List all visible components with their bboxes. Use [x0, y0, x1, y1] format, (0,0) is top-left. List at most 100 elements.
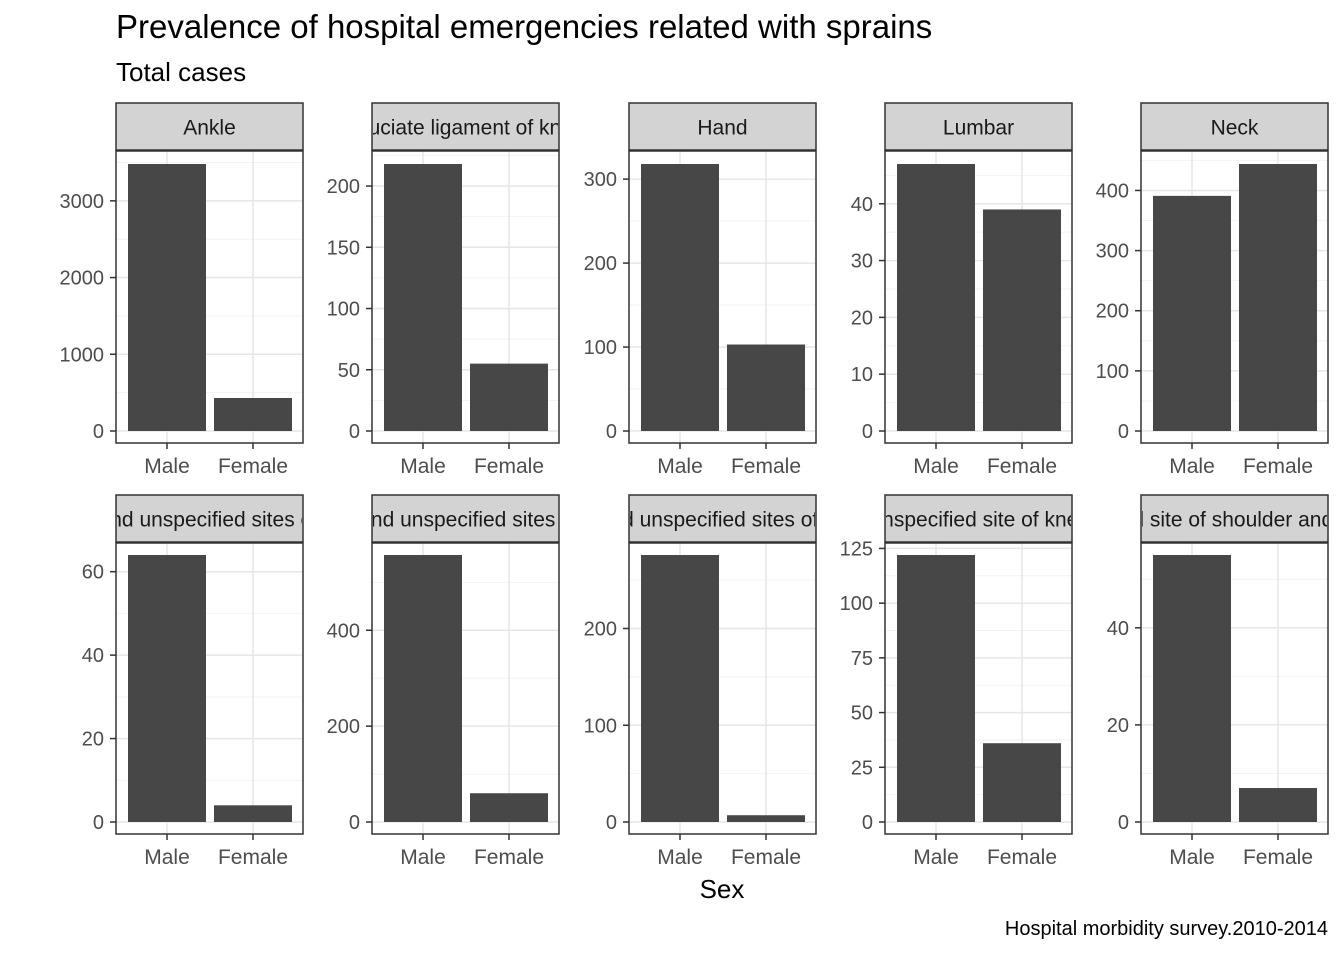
- facet-strip: [628, 494, 817, 543]
- y-tick-label: 125: [840, 538, 873, 560]
- y-tick-label: 0: [606, 421, 617, 443]
- x-tick-label: Male: [657, 455, 703, 478]
- y-tick-label: 0: [606, 812, 617, 834]
- y-tick-label: 50: [338, 360, 360, 382]
- chart-title: Prevalence of hospital emergencies relat…: [116, 8, 933, 45]
- facet-panel: 0 25 50 75 100 125 Male Female Unspecified site …: [840, 494, 1073, 869]
- y-tick-label: 75: [851, 648, 873, 670]
- x-tick-label: Male: [1169, 455, 1215, 478]
- y-tick-label: 30: [851, 251, 873, 273]
- bar-female: [214, 398, 292, 431]
- y-tick-label: 100: [840, 593, 873, 615]
- facet-panel: 0 20 40 Male Female Unspecified site of shoul…: [1107, 494, 1329, 869]
- facet-panel: 0 10 20 30 40 Male Female Lumbar: [851, 102, 1073, 478]
- y-tick-label: 20: [1107, 715, 1129, 737]
- x-axis-label: Sex: [699, 874, 745, 904]
- facet-strip: [628, 102, 817, 151]
- bar-female: [727, 815, 805, 822]
- facet-strip: [1140, 494, 1329, 543]
- x-tick-label: Male: [400, 846, 446, 869]
- y-tick-label: 300: [1096, 241, 1129, 263]
- y-tick-label: 0: [349, 812, 360, 834]
- facet-strip: [115, 494, 304, 543]
- y-tick-label: 20: [851, 307, 873, 329]
- bar-male: [897, 164, 975, 431]
- y-tick-label: 2000: [60, 268, 105, 290]
- facet-strip-label: Hand: [697, 117, 747, 140]
- bar-female: [983, 743, 1061, 822]
- y-tick-label: 40: [1107, 618, 1129, 640]
- facet-strip: [884, 102, 1073, 151]
- facet-strip: [115, 102, 304, 151]
- x-tick-label: Female: [1243, 846, 1313, 869]
- y-tick-label: 10: [851, 364, 873, 386]
- facet-panel: 0 50 100 150 200 Male Female Cruciate ligament …: [327, 102, 560, 478]
- panel-border: [884, 150, 1073, 444]
- bar-female: [727, 344, 805, 431]
- facet-strip: [371, 494, 560, 543]
- y-tick-label: 50: [851, 703, 873, 725]
- y-tick-label: 200: [584, 253, 617, 275]
- facet-panel: 0 100 200 Male Female Other and unspecified s…: [540, 494, 904, 869]
- x-tick-label: Female: [218, 455, 288, 478]
- x-tick-label: Female: [1243, 455, 1313, 478]
- bar-male: [1153, 195, 1231, 431]
- x-tick-label: Female: [218, 846, 288, 869]
- y-tick-label: 100: [584, 715, 617, 737]
- x-tick-label: Male: [144, 455, 190, 478]
- y-tick-label: 40: [851, 194, 873, 216]
- y-tick-label: 0: [93, 421, 104, 443]
- y-tick-label: 40: [82, 645, 104, 667]
- chart-subtitle: Total cases: [116, 57, 247, 87]
- y-tick-label: 200: [327, 176, 360, 198]
- bar-female: [470, 363, 548, 431]
- panel-border: [1140, 150, 1329, 444]
- bar-female: [983, 209, 1061, 431]
- x-tick-label: Male: [913, 455, 959, 478]
- y-tick-label: 100: [327, 299, 360, 321]
- panel-border: [371, 150, 560, 444]
- y-tick-label: 100: [584, 337, 617, 359]
- facet-strip-label: Other and unspecified sites of knee: [301, 509, 630, 532]
- x-tick-label: Male: [144, 846, 190, 869]
- bar-male: [641, 555, 719, 822]
- bar-female: [1239, 788, 1317, 822]
- bar-male: [128, 555, 206, 822]
- y-tick-label: 300: [584, 169, 617, 191]
- y-tick-label: 100: [1096, 361, 1129, 383]
- facet-strip: [1140, 102, 1329, 151]
- x-tick-label: Female: [987, 846, 1057, 869]
- y-tick-label: 0: [1118, 421, 1129, 443]
- y-tick-label: 400: [327, 620, 360, 642]
- y-tick-label: 60: [82, 562, 104, 584]
- facet-strip: [371, 102, 560, 151]
- panel-border: [628, 542, 817, 835]
- facet-panel: 0 100 200 300 400 Male Female Neck: [1096, 102, 1329, 478]
- bar-female: [214, 805, 292, 822]
- panel-border: [115, 150, 304, 444]
- y-tick-label: 0: [862, 421, 873, 443]
- panel-border: [628, 150, 817, 444]
- x-tick-label: Female: [987, 455, 1057, 478]
- facet-strip-label: Other and unspecified sites of shoulder: [540, 509, 904, 532]
- panel-border: [115, 542, 304, 835]
- facet-panel: 0 100 200 300 Male Female Hand: [584, 102, 817, 478]
- facet-strip-label: Ankle: [183, 117, 236, 140]
- panel-border: [884, 542, 1073, 835]
- chart-caption: Hospital morbidity survey.2010-2014: [1004, 918, 1328, 940]
- y-tick-label: 0: [93, 812, 104, 834]
- bar-male: [897, 555, 975, 822]
- y-tick-label: 20: [82, 729, 104, 751]
- panel-border: [1140, 542, 1329, 835]
- bar-male: [1153, 555, 1231, 822]
- y-tick-label: 0: [862, 812, 873, 834]
- x-tick-label: Male: [657, 846, 703, 869]
- facet-strip: [884, 494, 1073, 543]
- x-tick-label: Female: [474, 455, 544, 478]
- y-tick-label: 200: [1096, 301, 1129, 323]
- y-tick-label: 3000: [60, 191, 105, 213]
- facet-strip-label: Other and unspecified sites of elbow: [40, 509, 379, 532]
- bar-male: [128, 164, 206, 431]
- facet-panel: 0 1000 2000 3000 Male Female Ankle: [60, 102, 304, 478]
